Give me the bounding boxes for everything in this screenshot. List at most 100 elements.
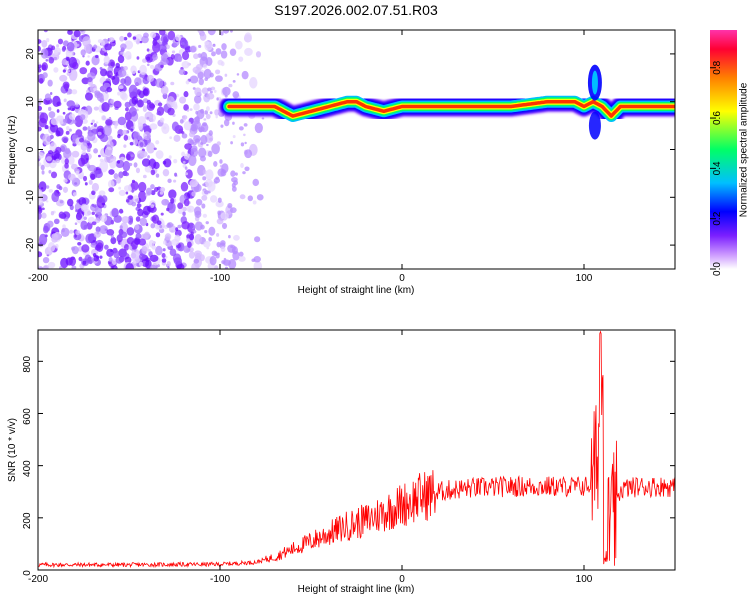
- noise-blob: [152, 54, 158, 61]
- noise-blob: [45, 156, 52, 162]
- noise-blob: [70, 256, 75, 261]
- noise-blob: [48, 111, 56, 119]
- noise-blob: [149, 254, 159, 262]
- noise-blob: [130, 252, 137, 259]
- noise-blob: [202, 213, 208, 218]
- noise-blob: [136, 56, 140, 60]
- noise-blob: [138, 261, 144, 267]
- noise-blob: [47, 150, 53, 155]
- noise-blob: [62, 40, 69, 47]
- noise-blob: [65, 125, 70, 131]
- noise-blob: [155, 150, 164, 159]
- noise-blob: [90, 173, 96, 181]
- noise-blob: [38, 198, 44, 205]
- noise-blob: [235, 172, 238, 176]
- noise-blob: [146, 102, 155, 111]
- noise-blob: [83, 175, 88, 182]
- noise-blob: [170, 230, 174, 233]
- noise-blob: [75, 170, 80, 176]
- noise-blob: [94, 217, 101, 224]
- noise-blob: [128, 162, 133, 167]
- noise-blob: [184, 166, 188, 170]
- noise-blob: [81, 244, 90, 253]
- noise-blob: [42, 133, 51, 146]
- noise-blob: [73, 30, 81, 38]
- noise-blob: [124, 101, 131, 108]
- noise-blob: [94, 170, 103, 179]
- noise-blob: [104, 244, 109, 250]
- noise-blob: [167, 30, 176, 41]
- noise-blob: [253, 261, 263, 269]
- noise-blob: [243, 123, 248, 127]
- noise-blob: [137, 99, 144, 108]
- noise-blob: [123, 244, 130, 251]
- noise-blob: [41, 170, 45, 175]
- noise-blob: [49, 142, 57, 153]
- noise-blob: [117, 55, 125, 64]
- noise-blob: [125, 199, 130, 203]
- noise-blob: [189, 223, 194, 229]
- noise-blob: [181, 39, 189, 49]
- noise-blob: [69, 229, 74, 234]
- noise-blob: [61, 58, 68, 66]
- noise-blob: [146, 74, 155, 83]
- noise-blob: [48, 189, 54, 193]
- noise-blob: [62, 186, 68, 193]
- noise-blob: [160, 64, 164, 68]
- noise-blob: [81, 150, 87, 156]
- noise-blob: [242, 171, 246, 175]
- noise-blob: [99, 158, 104, 163]
- noise-blob: [155, 140, 160, 145]
- noise-blob: [67, 155, 75, 165]
- noise-blob: [244, 47, 253, 56]
- noise-blob: [129, 141, 134, 146]
- bottom-x-tick-label: 100: [576, 574, 593, 585]
- noise-blob: [93, 123, 97, 128]
- noise-blob: [195, 198, 203, 206]
- noise-blob: [216, 252, 220, 256]
- noise-blob: [98, 190, 106, 197]
- noise-blob: [52, 233, 59, 241]
- top-y-tick-label: -10: [25, 190, 36, 205]
- noise-blob: [240, 163, 244, 168]
- noise-blob: [211, 51, 216, 57]
- bottom-y-tick-label: 200: [22, 512, 33, 529]
- noise-blob: [150, 31, 157, 39]
- noise-blob: [254, 236, 261, 243]
- noise-blob: [148, 239, 155, 248]
- noise-blob: [87, 164, 97, 172]
- noise-blob: [156, 111, 161, 116]
- noise-blob: [177, 224, 182, 229]
- noise-blob: [202, 176, 207, 181]
- noise-blob: [99, 255, 103, 259]
- noise-blob: [179, 119, 184, 124]
- noise-blob: [48, 169, 52, 174]
- noise-blob: [82, 260, 87, 265]
- noise-blob: [172, 101, 178, 108]
- noise-blob: [139, 217, 148, 226]
- noise-blob: [169, 136, 173, 140]
- noise-blob: [93, 87, 98, 92]
- noise-blob: [46, 185, 50, 189]
- noise-blob: [215, 48, 222, 55]
- noise-blob: [66, 92, 70, 95]
- snr-series-line: [38, 330, 675, 569]
- noise-blob: [222, 86, 231, 96]
- noise-blob: [40, 164, 45, 171]
- noise-blob: [149, 64, 155, 69]
- noise-blob: [131, 201, 137, 207]
- noise-blob: [93, 44, 98, 50]
- noise-blob: [45, 200, 49, 203]
- noise-blob: [238, 255, 246, 262]
- noise-blob: [91, 119, 95, 123]
- noise-blob: [163, 158, 172, 168]
- noise-blob: [76, 43, 80, 47]
- noise-blob: [163, 240, 167, 245]
- noise-blob: [213, 160, 218, 167]
- noise-blob: [161, 258, 167, 263]
- noise-blob: [168, 189, 177, 200]
- noise-blob: [152, 42, 161, 53]
- noise-blob: [139, 253, 145, 261]
- noise-blob: [68, 128, 72, 132]
- noise-blob: [202, 183, 206, 187]
